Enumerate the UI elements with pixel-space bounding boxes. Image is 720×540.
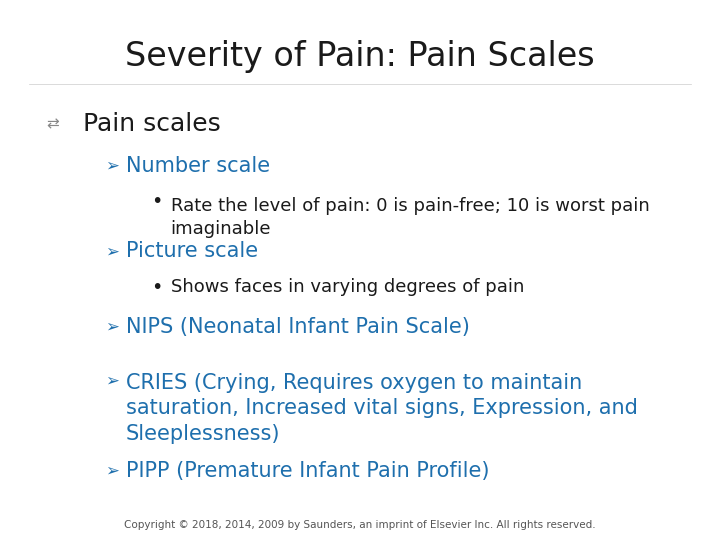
Text: ➢: ➢ bbox=[104, 318, 119, 336]
Text: Pain scales: Pain scales bbox=[83, 112, 220, 136]
Text: NIPS (Neonatal Infant Pain Scale): NIPS (Neonatal Infant Pain Scale) bbox=[126, 316, 470, 337]
Text: •: • bbox=[151, 192, 163, 212]
Text: ➢: ➢ bbox=[104, 372, 119, 390]
Text: Shows faces in varying degrees of pain: Shows faces in varying degrees of pain bbox=[171, 278, 524, 296]
Text: PIPP (Premature Infant Pain Profile): PIPP (Premature Infant Pain Profile) bbox=[126, 461, 490, 481]
Text: Number scale: Number scale bbox=[126, 156, 270, 176]
Text: Rate the level of pain: 0 is pain-free; 10 is worst pain
imaginable: Rate the level of pain: 0 is pain-free; … bbox=[171, 197, 649, 238]
Text: CRIES (Crying, Requires oxygen to maintain
saturation, Increased vital signs, Ex: CRIES (Crying, Requires oxygen to mainta… bbox=[126, 373, 638, 444]
Text: Severity of Pain: Pain Scales: Severity of Pain: Pain Scales bbox=[125, 40, 595, 73]
Text: ➢: ➢ bbox=[104, 157, 119, 175]
Text: Picture scale: Picture scale bbox=[126, 241, 258, 261]
Text: ➢: ➢ bbox=[104, 242, 119, 260]
Text: ⇄: ⇄ bbox=[46, 117, 59, 132]
Text: ➢: ➢ bbox=[104, 462, 119, 480]
Text: •: • bbox=[151, 278, 163, 297]
Text: Copyright © 2018, 2014, 2009 by Saunders, an imprint of Elsevier Inc. All rights: Copyright © 2018, 2014, 2009 by Saunders… bbox=[124, 521, 596, 530]
